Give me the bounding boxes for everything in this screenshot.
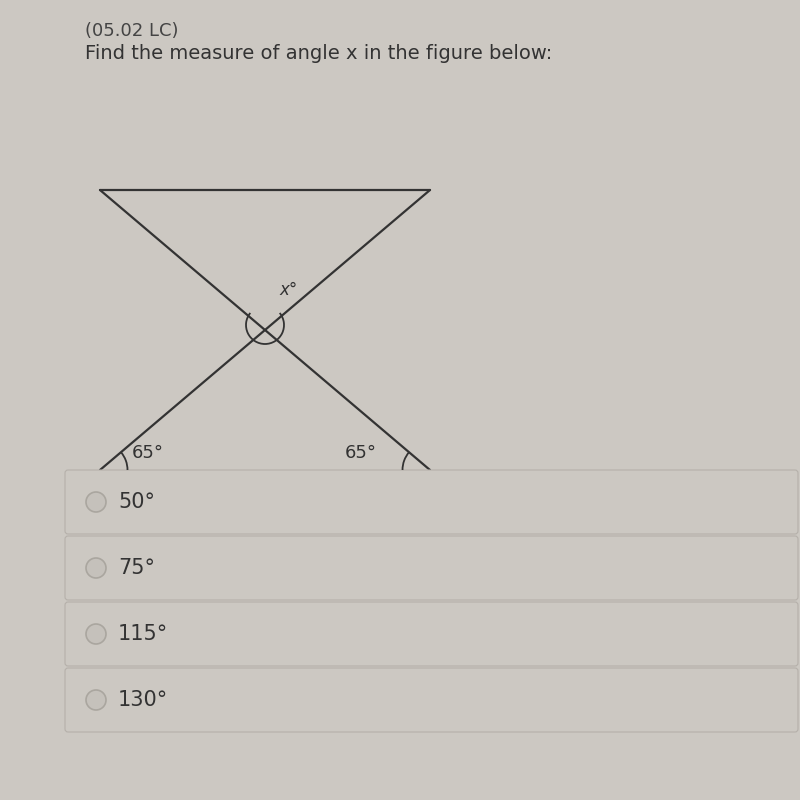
FancyBboxPatch shape bbox=[65, 536, 798, 600]
Circle shape bbox=[86, 624, 106, 644]
Circle shape bbox=[86, 492, 106, 512]
Text: 130°: 130° bbox=[118, 690, 168, 710]
Circle shape bbox=[86, 558, 106, 578]
FancyBboxPatch shape bbox=[65, 668, 798, 732]
Text: Find the measure of angle x in the figure below:: Find the measure of angle x in the figur… bbox=[85, 44, 552, 63]
FancyBboxPatch shape bbox=[65, 602, 798, 666]
Text: 75°: 75° bbox=[118, 558, 155, 578]
Text: 65°: 65° bbox=[345, 444, 377, 462]
Circle shape bbox=[86, 690, 106, 710]
Text: 65°: 65° bbox=[132, 444, 164, 462]
Text: 115°: 115° bbox=[118, 624, 168, 644]
Text: 50°: 50° bbox=[118, 492, 155, 512]
Text: (05.02 LC): (05.02 LC) bbox=[85, 22, 178, 40]
FancyBboxPatch shape bbox=[65, 470, 798, 534]
Text: x°: x° bbox=[279, 281, 298, 299]
